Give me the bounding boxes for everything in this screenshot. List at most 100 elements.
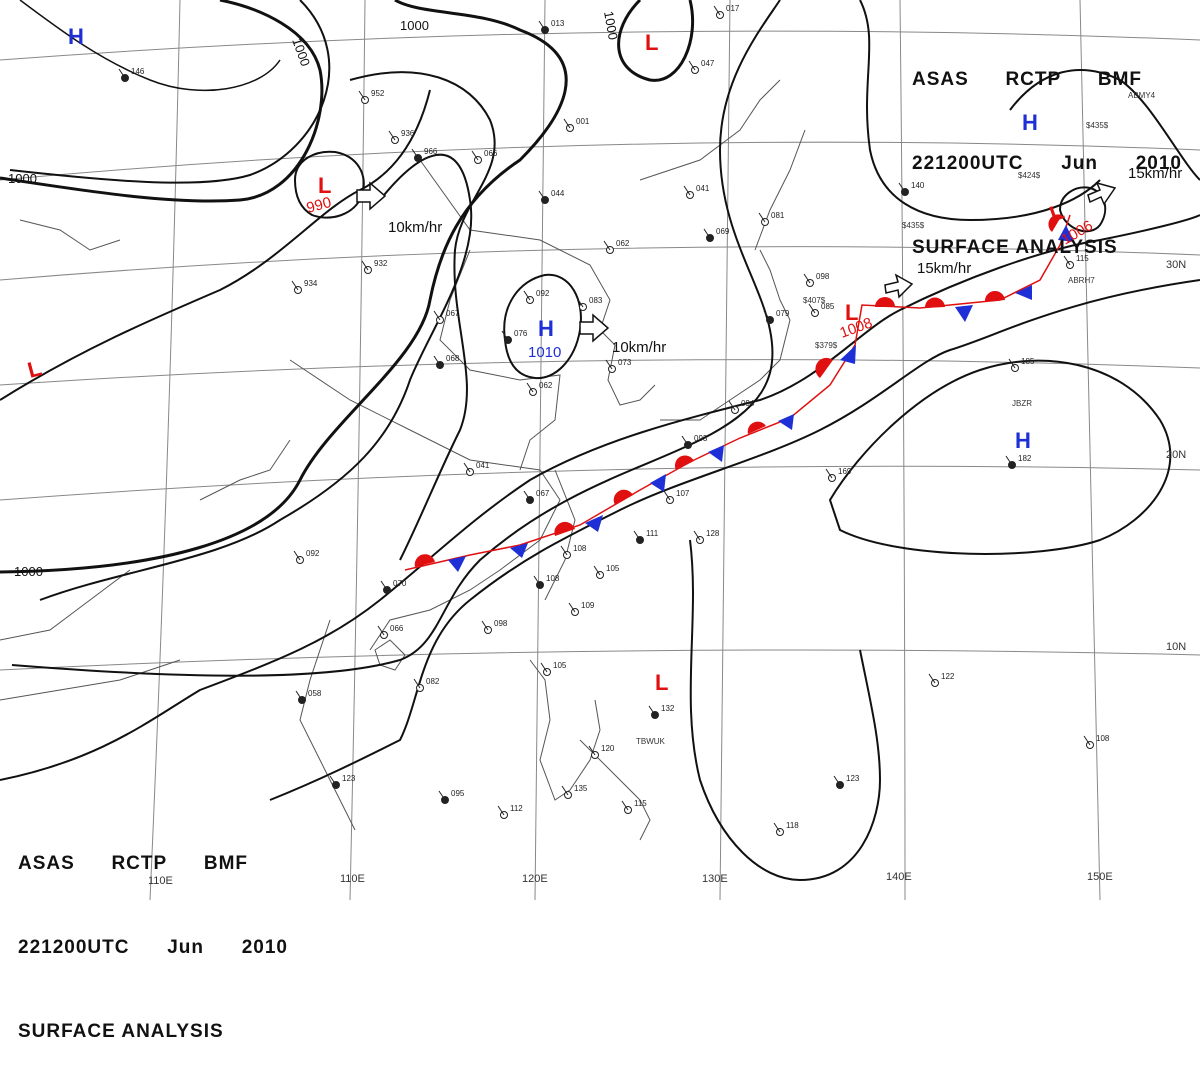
wind-barb — [538, 20, 546, 31]
cold-front-mark — [1058, 225, 1074, 242]
isobar-northeast — [859, 0, 1101, 222]
wind-barb — [588, 745, 596, 756]
station-pressure: 041 — [476, 461, 490, 470]
header-line-2: 221200UTC Jun 2010 — [912, 150, 1182, 178]
motion-label: 15km/hr — [1128, 165, 1182, 182]
station-pressure: 107 — [676, 489, 690, 498]
station-pressure: 098 — [816, 272, 830, 281]
station-pressure: 122 — [941, 672, 955, 681]
isobar-label: 1000 — [14, 564, 43, 579]
wind-barb — [928, 673, 936, 684]
wind-barb — [380, 580, 388, 591]
isobar-south — [689, 539, 882, 882]
warm-front-mark — [613, 489, 633, 505]
station-pressure: 120 — [601, 744, 615, 753]
isobar-ne-2 — [1009, 69, 1200, 181]
station-id-labels: TBWUK JBZR ABRH7 ABMY4 $435$ $424$ $435$… — [636, 91, 1156, 746]
latitude-label: 20N — [1166, 449, 1186, 461]
isobar-northwest — [9, 0, 331, 184]
station-pressure: 013 — [551, 19, 565, 28]
wind-barb — [538, 190, 546, 201]
wind-barb — [568, 602, 576, 613]
station-pressure: 115 — [634, 799, 647, 808]
wind-barb — [688, 60, 696, 71]
wind-barb — [563, 118, 571, 129]
longitude-label: 110E — [340, 873, 365, 885]
station-pressure: 070 — [393, 579, 407, 588]
wind-barb — [703, 228, 711, 239]
wind-barb — [540, 662, 548, 673]
station-pressure: 079 — [776, 309, 790, 318]
high-pressure-label: H — [68, 24, 84, 49]
station-id-label: TBWUK — [636, 737, 666, 746]
cold-front-mark — [1015, 285, 1032, 300]
station-pressure: 062 — [539, 381, 553, 390]
station-pressure: 068 — [446, 354, 460, 363]
isobar-long-3 — [269, 279, 1200, 801]
wind-barb — [898, 182, 906, 193]
wind-barb — [576, 297, 584, 308]
header-month: Jun — [1061, 153, 1098, 174]
warm-front-mark — [875, 297, 895, 307]
isobar-long-2 — [0, 214, 1200, 781]
map-background — [0, 0, 1200, 900]
low-pressure-label: L — [645, 30, 658, 55]
motion-arrow-icon — [356, 181, 387, 211]
warm-front-mark — [747, 421, 766, 434]
low-pressure-label: L — [845, 300, 858, 325]
warm-front-mark — [924, 297, 945, 308]
header-line-2: 221200UTC Jun 2010 — [18, 934, 288, 962]
motion-arrow-icon — [1087, 181, 1117, 206]
wind-barb — [758, 212, 766, 223]
station-pressure: 112 — [510, 804, 523, 813]
longitude-label: 140E — [886, 871, 912, 883]
station-pressure: 169 — [838, 467, 852, 476]
station-pressure: 140 — [911, 181, 925, 190]
station-pressure: 092 — [306, 549, 320, 558]
header-bureau: BMF — [203, 853, 248, 874]
wind-barb — [377, 625, 385, 636]
longitude-label: 150E — [1087, 871, 1113, 883]
station-pressure: 095 — [451, 789, 465, 798]
station-pressure: 062 — [616, 239, 630, 248]
wind-barb — [533, 575, 541, 586]
station-pressure: 132 — [661, 704, 675, 713]
wind-barb — [291, 280, 299, 291]
header-title: SURFACE ANALYSIS — [912, 237, 1118, 258]
station-pressure: 111 — [646, 529, 659, 538]
wind-barb — [603, 240, 611, 251]
station-id-label: ABMY4 — [1128, 91, 1156, 100]
motion-label: 10km/hr — [612, 339, 666, 356]
header-bureau: BMF — [1097, 69, 1142, 90]
station-pressure: 936 — [401, 129, 415, 138]
station-pressure: 108 — [573, 544, 587, 553]
header-line-1: ASAS RCTP BMF — [912, 66, 1142, 94]
wind-barb — [763, 310, 771, 321]
wind-barb — [481, 620, 489, 631]
station-pressure: 083 — [589, 296, 603, 305]
pressure-systems: H L 990 H 1010 L L 1008 L 1006 H H L L — [25, 24, 1096, 695]
cold-front-mark — [708, 445, 724, 462]
isobar-label: 1000 — [8, 171, 37, 186]
station-id-label: ABRH7 — [1068, 276, 1095, 285]
high-pressure-value: 1010 — [528, 344, 561, 361]
header-agency: ASAS — [18, 853, 75, 874]
wind-barb — [438, 790, 446, 801]
station-pressure: 966 — [424, 147, 438, 156]
wind-barb — [1008, 358, 1016, 369]
header-time: 221200UTC — [912, 153, 1024, 174]
isobar-nw-3 — [19, 0, 281, 92]
wind-barb — [633, 530, 641, 541]
front-line — [404, 214, 1071, 571]
wind-barb — [526, 382, 534, 393]
wind-barb — [560, 545, 568, 556]
wind-barb — [621, 800, 629, 811]
longitude-label: 110E — [148, 875, 173, 887]
wind-barb — [463, 462, 471, 473]
station-pressure: 073 — [618, 358, 632, 367]
wind-barb — [358, 90, 366, 101]
warm-front-mark — [984, 290, 1005, 302]
station-pressure: 105 — [606, 564, 620, 573]
wind-barb — [1005, 455, 1013, 466]
chart-header-top-right: ASAS RCTP BMF 221200UTC Jun 2010 SURFACE… — [912, 10, 1182, 290]
